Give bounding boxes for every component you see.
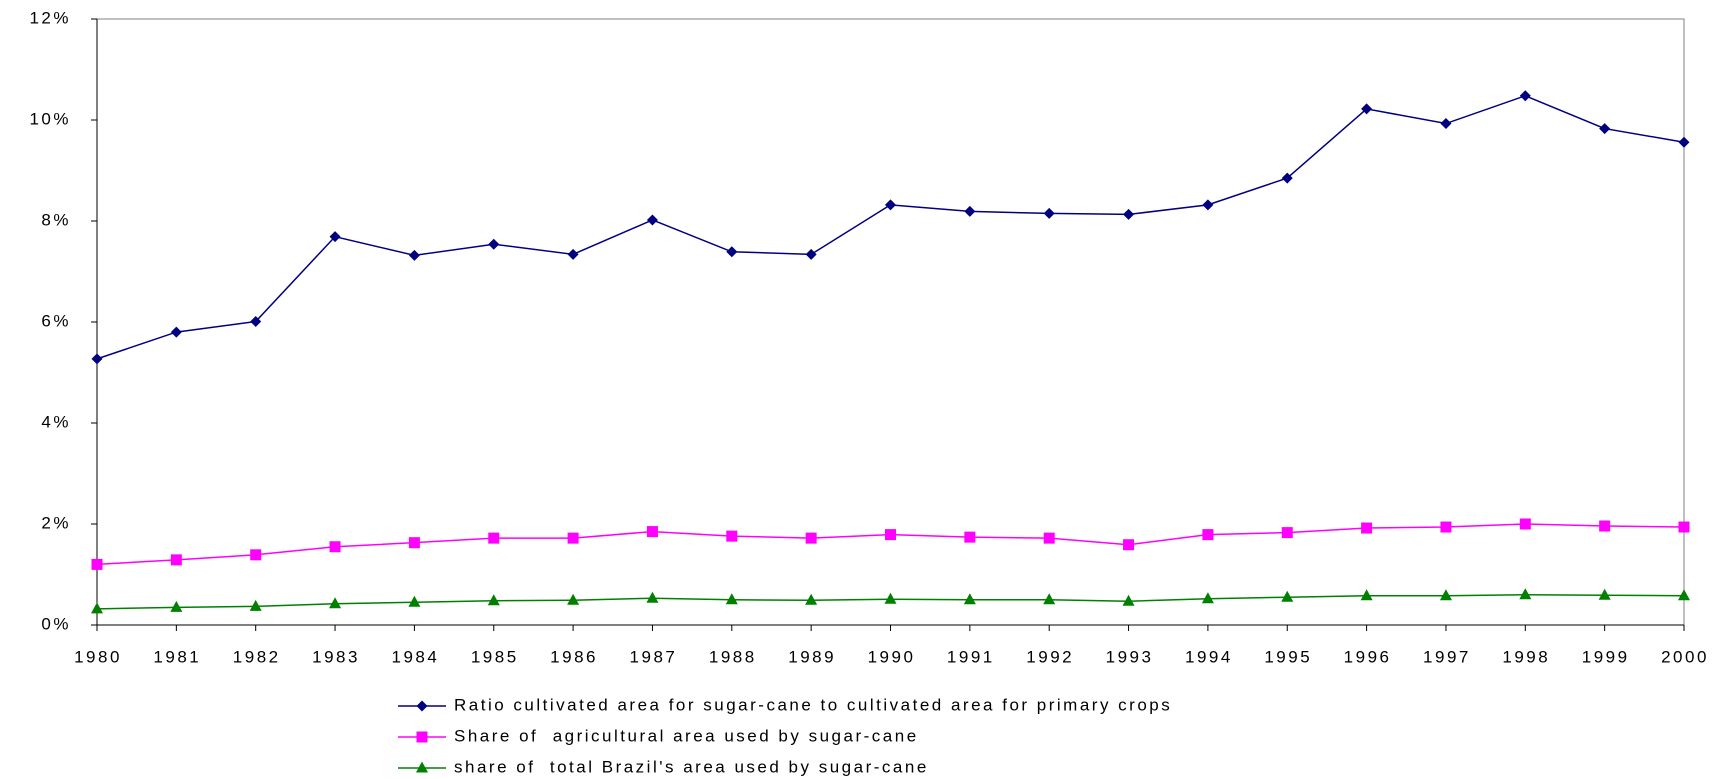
data-point xyxy=(726,530,738,542)
data-point xyxy=(249,599,262,611)
data-point xyxy=(1519,518,1531,530)
legend-marker xyxy=(416,731,428,743)
data-point xyxy=(1440,118,1452,130)
data-point xyxy=(963,593,976,605)
data-point xyxy=(646,526,658,538)
data-point xyxy=(1043,593,1056,605)
data-point xyxy=(91,602,103,614)
x-tick-label: 1999 xyxy=(1582,647,1630,666)
data-point xyxy=(1361,103,1373,115)
data-point xyxy=(1678,521,1690,533)
y-tick-label: 6% xyxy=(41,311,71,330)
y-tick-label: 0% xyxy=(41,614,71,633)
data-point xyxy=(1519,90,1531,102)
data-point xyxy=(726,246,738,258)
x-tick-label: 1998 xyxy=(1502,647,1550,666)
data-point xyxy=(91,353,103,365)
data-point xyxy=(329,231,341,243)
data-point xyxy=(885,529,896,541)
data-point xyxy=(170,326,182,338)
data-point xyxy=(170,554,182,566)
x-tick-label: 1988 xyxy=(709,647,757,666)
x-tick-label: 1995 xyxy=(1264,647,1312,666)
y-tick-label: 8% xyxy=(41,210,71,229)
data-point xyxy=(488,532,500,544)
data-point xyxy=(1281,590,1294,602)
x-tick-label: 1982 xyxy=(233,647,281,666)
data-point xyxy=(1519,588,1532,600)
data-point xyxy=(1201,592,1214,604)
data-point xyxy=(408,595,421,607)
data-point xyxy=(646,214,658,226)
x-tick-label: 1992 xyxy=(1026,647,1074,666)
data-point xyxy=(964,205,976,217)
data-point xyxy=(1043,207,1055,219)
data-point xyxy=(1599,520,1611,532)
data-point xyxy=(805,248,817,260)
data-point xyxy=(1043,532,1055,544)
data-point xyxy=(1599,123,1611,135)
data-point xyxy=(1202,199,1214,211)
x-tick-label: 2000 xyxy=(1661,647,1709,666)
data-point xyxy=(1439,589,1452,601)
data-point xyxy=(567,248,579,260)
x-tick-label: 1994 xyxy=(1185,647,1233,666)
x-tick-label: 1987 xyxy=(630,647,678,666)
x-tick-label: 1981 xyxy=(153,647,201,666)
data-point xyxy=(1122,594,1135,606)
data-point xyxy=(408,537,420,549)
legend-label: share of total Brazil's area used by sug… xyxy=(454,757,929,776)
data-point xyxy=(1281,527,1293,539)
y-tick-label: 2% xyxy=(41,513,71,532)
data-point xyxy=(408,249,420,261)
x-tick-label: 1983 xyxy=(312,647,360,666)
legend-marker xyxy=(416,700,428,712)
x-tick-label: 1989 xyxy=(788,647,836,666)
data-point xyxy=(805,593,818,605)
data-point xyxy=(1678,589,1690,601)
data-point xyxy=(805,532,817,544)
data-point xyxy=(488,238,500,250)
x-tick-label: 1986 xyxy=(550,647,598,666)
x-tick-label: 1980 xyxy=(74,647,122,666)
x-tick-label: 1984 xyxy=(391,647,439,666)
data-point xyxy=(1678,136,1690,148)
y-tick-label: 4% xyxy=(41,412,71,431)
legend-marker xyxy=(416,761,428,773)
data-point xyxy=(885,199,896,211)
data-point xyxy=(170,600,183,612)
data-point xyxy=(567,532,579,544)
x-tick-label: 1993 xyxy=(1106,647,1154,666)
x-tick-label: 1991 xyxy=(947,647,995,666)
data-point xyxy=(1123,539,1135,551)
data-point xyxy=(1440,521,1452,533)
data-point xyxy=(1360,589,1373,601)
x-tick-label: 1996 xyxy=(1344,647,1392,666)
data-point xyxy=(884,592,897,604)
y-tick-label: 10% xyxy=(29,109,71,128)
data-point xyxy=(1281,172,1293,184)
data-point xyxy=(1361,522,1373,534)
data-point xyxy=(487,594,500,606)
series-line xyxy=(96,94,1685,360)
data-point xyxy=(329,597,342,609)
data-point xyxy=(1598,588,1611,600)
y-tick-label: 12% xyxy=(29,8,71,27)
data-point xyxy=(250,315,262,327)
data-point xyxy=(91,558,103,570)
x-tick-label: 1990 xyxy=(868,647,916,666)
data-point xyxy=(1202,529,1214,541)
data-point xyxy=(646,591,659,603)
x-tick-label: 1985 xyxy=(471,647,519,666)
data-point xyxy=(1123,208,1135,220)
legend-label: Ratio cultivated area for sugar-cane to … xyxy=(454,695,1172,714)
data-point xyxy=(329,541,341,553)
legend-label: Share of agricultural area used by sugar… xyxy=(454,726,919,745)
data-point xyxy=(567,593,580,605)
data-point xyxy=(964,531,976,543)
data-point xyxy=(250,549,262,561)
x-tick-label: 1997 xyxy=(1423,647,1471,666)
data-point xyxy=(725,593,738,605)
